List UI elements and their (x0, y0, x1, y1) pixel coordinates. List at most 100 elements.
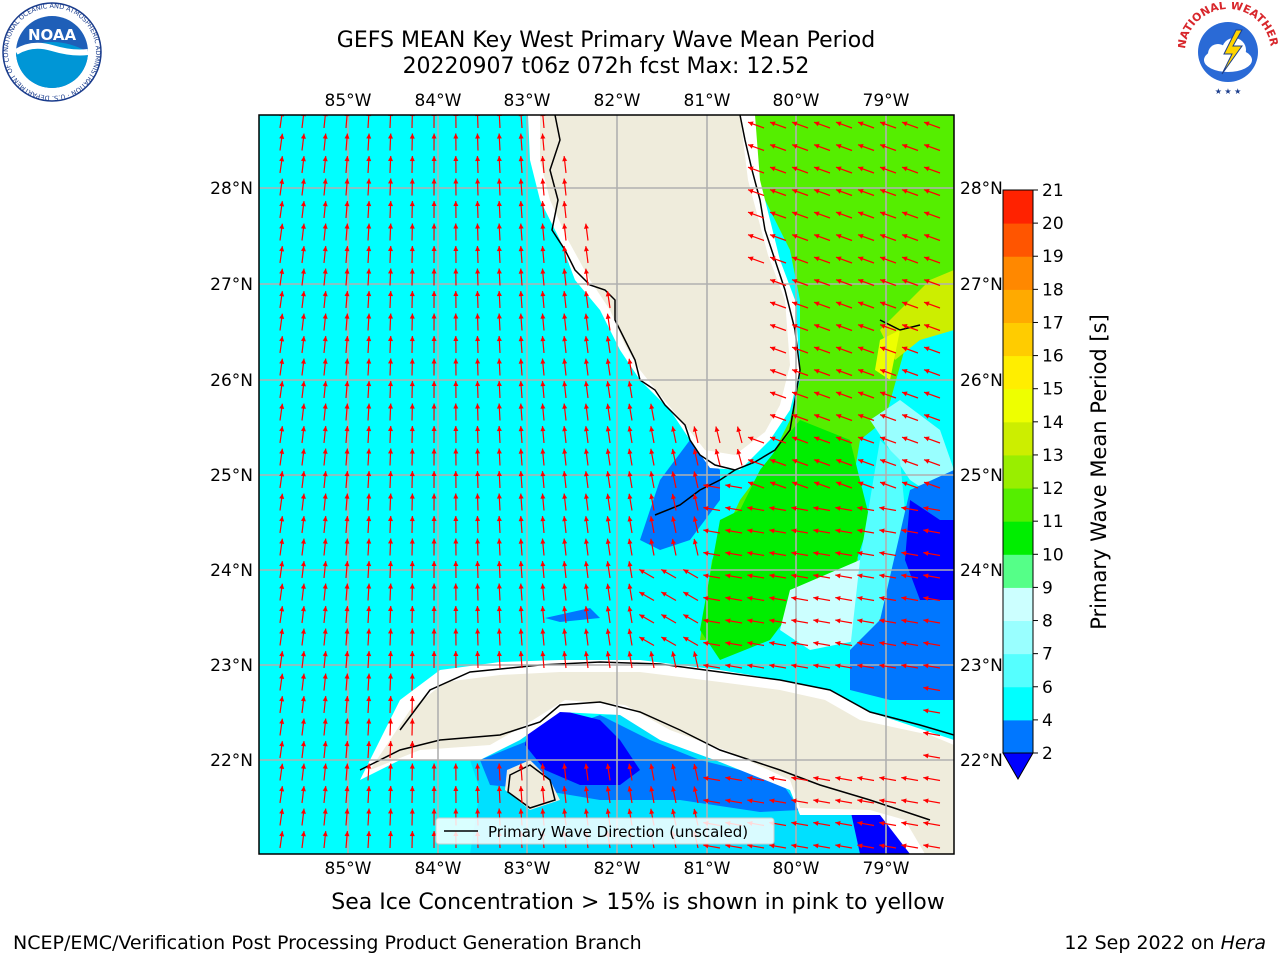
wave-arrow-head (791, 663, 797, 669)
wave-arrow-head (562, 651, 568, 657)
wave-arrow-head (409, 831, 415, 837)
wave-arrow-head (924, 189, 930, 194)
lat-label: 25°N (960, 466, 1003, 486)
wave-arrow-head (924, 166, 930, 172)
wave-arrow-head (518, 268, 524, 274)
wave-arrow-head (902, 189, 908, 194)
wave-arrow-head (366, 831, 372, 837)
wave-arrow-head (562, 448, 568, 454)
wave-arrow-head (409, 426, 415, 432)
wave-arrow-head (409, 381, 415, 387)
wave-arrow-head (279, 471, 285, 477)
wave-arrow-head (366, 223, 372, 229)
wave-arrow-head (279, 493, 285, 499)
wave-arrow-head (344, 426, 350, 432)
wave-arrow-head (453, 358, 459, 364)
wave-arrow-head (475, 133, 481, 139)
wave-arrow-head (857, 663, 863, 669)
colorbar-segment (1003, 223, 1033, 257)
wave-arrow-head (814, 234, 820, 239)
legend-label: Primary Wave Direction (unscaled) (488, 823, 748, 841)
wave-arrow-head (605, 763, 611, 770)
wave-arrow-head (769, 573, 775, 579)
wave-arrow-head (540, 268, 546, 274)
wave-arrow-head (344, 718, 350, 724)
wave-arrow-head (562, 561, 568, 567)
wave-arrow-head (924, 144, 930, 149)
wave-arrow-head (366, 516, 372, 522)
wave-arrow-head (496, 268, 502, 274)
wave-arrow-head (409, 403, 415, 409)
wave-arrow-head (409, 178, 415, 184)
wave-arrow-head (409, 493, 415, 499)
lat-label: 23°N (210, 656, 253, 676)
wave-arrow-head (496, 426, 502, 432)
wave-arrow-head (791, 640, 797, 646)
wave-arrow-head (627, 448, 633, 455)
wave-arrow-head (649, 471, 655, 477)
wave-arrow-head (857, 595, 863, 601)
wave-arrow-head (605, 583, 611, 590)
wave-arrow-head (858, 436, 864, 442)
wave-arrow-head (902, 121, 908, 127)
wave-arrow-head (813, 820, 819, 826)
wave-arrow-head (388, 381, 394, 387)
wave-arrow-head (835, 528, 841, 534)
lat-label: 26°N (960, 371, 1003, 391)
wave-arrow-head (792, 121, 798, 127)
wave-arrow-head (583, 651, 589, 657)
wave-arrow-head (496, 156, 502, 162)
wave-arrow-head (879, 505, 885, 511)
wave-arrow-head (770, 369, 776, 374)
wave-arrow-head (409, 156, 415, 162)
wave-arrow-head (540, 178, 546, 184)
colorbar-segment (1003, 521, 1033, 555)
wave-arrow-head (475, 583, 481, 589)
wave-arrow-head (344, 538, 350, 544)
florida-land (540, 115, 790, 455)
wave-arrow-head (814, 324, 820, 329)
colorbar: 2 4 6 7 8 9 10 11 12 13 14 15 16 17 18 19 20 21 (1002, 181, 1064, 781)
wave-arrow-head (814, 166, 820, 172)
colorbar-tick-label: 17 (1042, 313, 1064, 333)
wave-arrow-head (748, 459, 754, 464)
wave-arrow-head (279, 358, 285, 364)
wave-arrow-head (366, 808, 372, 814)
wave-arrow-head (344, 223, 350, 229)
wave-arrow-head (858, 144, 864, 149)
wave-arrow-head (627, 651, 633, 657)
wave-arrow-head (792, 301, 798, 307)
wave-arrow-head (902, 459, 908, 464)
wave-arrow-head (453, 516, 459, 522)
wave-arrow-head (431, 358, 437, 364)
wave-arrow-head (924, 369, 930, 374)
wave-arrow-head (300, 471, 306, 477)
wave-arrow-head (453, 606, 459, 612)
wave-arrow-head (605, 291, 611, 297)
wave-arrow-head (518, 223, 524, 229)
wave-arrow-head (792, 414, 798, 419)
wave-arrow-head (431, 291, 437, 297)
lon-label: 81°W (684, 859, 731, 879)
wave-arrow-head (322, 651, 328, 657)
wave-arrow-head (902, 166, 908, 172)
wave-arrow-head (661, 569, 667, 575)
wave-arrow-head (791, 775, 797, 781)
landmasses (360, 115, 954, 854)
wave-arrow-head (562, 246, 568, 252)
wave-arrow-head (836, 324, 842, 329)
wave-arrow-head (431, 538, 437, 544)
wave-arrow-head (923, 505, 929, 511)
wave-arrow-head (518, 133, 524, 139)
wave-arrow-head (366, 786, 372, 792)
wave-arrow-head (453, 223, 459, 229)
wave-arrow-head (540, 763, 546, 769)
wave-arrow-head (605, 493, 611, 500)
wave-arrow-head (431, 516, 437, 522)
wave-arrow-head (496, 403, 502, 409)
colorbar-tick-label: 20 (1042, 214, 1064, 234)
wave-arrow-head (409, 651, 415, 657)
wave-arrow-head (747, 550, 753, 556)
colorbar-tick-label: 10 (1042, 545, 1064, 565)
